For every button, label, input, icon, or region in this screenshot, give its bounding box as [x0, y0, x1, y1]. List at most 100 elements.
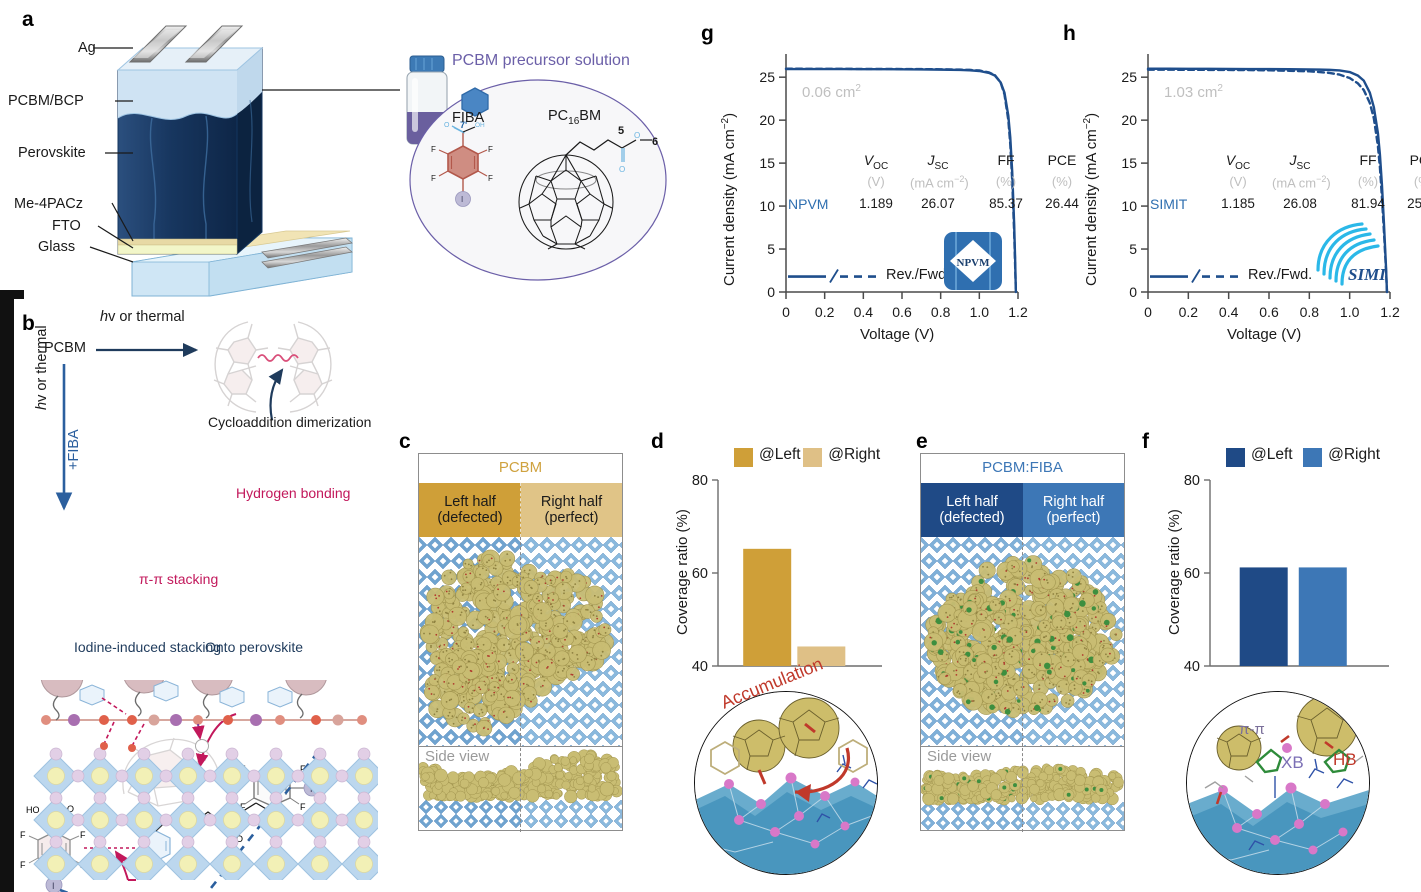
panel-c-sideview-divider — [520, 748, 521, 832]
panel-a-device-diagram — [89, 25, 400, 297]
panel-d-inset-graphic — [695, 692, 877, 874]
jv-active-area-label: 0.06 cm2 — [802, 83, 861, 102]
svg-text:6: 6 — [652, 136, 658, 148]
pcbm-suffix: BM — [579, 108, 602, 124]
jv-table-unit-3: (%) — [1051, 174, 1073, 190]
legend-swatch-right — [803, 448, 823, 467]
svg-text:F: F — [431, 145, 436, 154]
panel-h-jv-chart: 0 5 10 15 20 25 0 0.2 0.4 0.6 0.8 1.0 1.2 Current den… — [1062, 20, 1421, 350]
svg-text:F: F — [488, 145, 493, 154]
jv-table-header-1: JSC — [927, 152, 949, 172]
panel-c-letter: c — [399, 430, 411, 453]
precursor-molecules-diagram: O OH 7' F F F F I — [409, 79, 667, 281]
jv-table-value-1: 26.07 — [921, 196, 955, 212]
left-edge-marker — [0, 290, 24, 299]
jv-table-header-3: PCE — [1409, 152, 1421, 169]
legend-label-left: @Left — [759, 446, 801, 463]
layer-label-ag: Ag — [78, 40, 96, 56]
panel-f-inset-label-xb: XB — [1281, 753, 1304, 772]
jv-table-row-name: NPVM — [788, 196, 829, 213]
panel-e-hr — [921, 746, 1124, 747]
panel-f-inset-label-pipi: π-π — [1239, 721, 1265, 738]
svg-text:F: F — [80, 830, 86, 840]
jv-table-header-2: FF — [997, 152, 1015, 169]
panel-b-dimer-label: Cycloaddition dimerization — [208, 414, 372, 430]
panel-b-pipi-label: π-π stacking — [139, 571, 219, 587]
panel-e-topview-divider — [1022, 537, 1023, 746]
panel-a-letter: a — [22, 8, 34, 31]
panel-d-inset — [694, 691, 878, 875]
simit-logo: SIMIT — [1308, 221, 1397, 293]
svg-text:F: F — [240, 802, 246, 812]
jv-table-header-3: PCE — [1047, 152, 1077, 169]
jv-table-unit-0: (V) — [1229, 174, 1247, 190]
panel-e-side-view-label: Side view — [927, 748, 992, 765]
panel-d-letter: d — [651, 430, 664, 453]
pcbm-subscript: 16 — [568, 115, 580, 127]
panel-e-title: PCBM:FIBA — [982, 459, 1063, 476]
jv-table-unit-2: (%) — [995, 174, 1017, 190]
panel-c-right-half-label: Right half (perfect) — [521, 483, 622, 537]
jv-table-unit-1: (mA cm−2) — [910, 174, 969, 191]
legend-label-left: @Left — [1251, 446, 1293, 463]
molecule-label-pcbm: PC16BM — [548, 108, 601, 127]
jv-table-value-0: 1.185 — [1221, 196, 1255, 212]
panel-f-inset — [1186, 691, 1370, 875]
bar-ylabel: Coverage ratio (%) — [674, 509, 691, 635]
molecule-label-fiba: FIBA — [452, 110, 485, 126]
jv-table-unit-2: (%) — [1357, 174, 1379, 190]
svg-text:F: F — [300, 802, 306, 812]
panel-b-start-label: PCBM — [44, 340, 86, 356]
panel-b-top-arrow-label: hv or thermal — [100, 309, 185, 325]
panel-e-letter: e — [916, 430, 928, 453]
jv-ylabel: Current density (mA cm−2) — [720, 112, 738, 286]
jv-table-unit-3: (%) — [1413, 174, 1421, 190]
panel-g-jv-chart: 0 5 10 15 20 25 0 0.2 0.4 0.6 0.8 1.0 1.2 Current den… — [700, 20, 1079, 350]
svg-text:O: O — [67, 804, 74, 814]
pcbm-prefix: PC — [548, 108, 569, 124]
panel-c-title: PCBM — [498, 459, 543, 476]
legend-swatch-right — [1303, 448, 1323, 467]
npvm-logo: NPVM — [942, 230, 1004, 297]
jv-table-header-2: FF — [1359, 152, 1377, 169]
panel-c-simulation-box: PCBM Left half (defected) Right half (pe… — [418, 453, 623, 832]
panel-e-sideview-divider — [1022, 748, 1023, 832]
jv-ylabel: Current density (mA cm−2) — [1082, 112, 1100, 286]
panel-e-side-view — [921, 763, 1124, 831]
svg-text:7': 7' — [460, 120, 467, 130]
panel-h-letter: h — [1063, 22, 1076, 45]
panel-b-bottom-right-label: Onto perovskite — [205, 639, 304, 655]
svg-text:F: F — [488, 174, 493, 183]
svg-text:F: F — [20, 830, 26, 840]
panel-c-topview-divider — [520, 537, 521, 746]
e-left-l2: (defected) — [939, 510, 1005, 526]
panel-c-hr — [419, 746, 622, 747]
e-right-l1: Right half — [1042, 493, 1105, 510]
layer-label-perovskite: Perovskite — [18, 145, 86, 161]
jv-table-unit-1: (mA cm−2) — [1272, 174, 1331, 191]
panel-d-bar-chart: 40 60 80 Coverage ratio (%) @Left @Right — [660, 440, 890, 680]
panel-g-letter: g — [701, 22, 714, 45]
precursor-solution-title: PCBM precursor solution — [452, 52, 630, 69]
panel-e-top-view — [921, 537, 1124, 746]
jv-table-value-2: 81.94 — [1351, 196, 1385, 212]
panel-b-perovskite-lattice — [33, 680, 378, 880]
panel-e-left-half-label: Left half (defected) — [921, 483, 1023, 537]
panel-c-left-half-label: Left half (defected) — [419, 483, 521, 537]
panel-f-letter: f — [1142, 430, 1149, 453]
panel-e-right-half-label: Right half (perfect) — [1023, 483, 1124, 537]
svg-text:O: O — [236, 834, 243, 844]
jv-xlabel: Voltage (V) — [860, 326, 935, 343]
jv-table-row-name: SIMIT — [1150, 196, 1188, 213]
layer-label-glass: Glass — [38, 239, 76, 255]
panel-b-bottom-left-label: Iodine-induced stacking — [74, 639, 222, 655]
jv-table-value-3: 26.44 — [1045, 196, 1079, 212]
panel-e-simulation-box: PCBM:FIBA Left half (defected) Right hal… — [920, 453, 1125, 832]
layer-label-fto: FTO — [52, 218, 81, 234]
layer-label-pcbm-bcp: PCBM/BCP — [8, 93, 84, 109]
svg-text:O: O — [444, 122, 450, 129]
panel-c-side-view — [419, 749, 622, 829]
jv-active-area-label: 1.03 cm2 — [1164, 83, 1223, 102]
jv-table-value-0: 1.189 — [859, 196, 893, 212]
c-right-l2: (perfect) — [544, 510, 599, 526]
